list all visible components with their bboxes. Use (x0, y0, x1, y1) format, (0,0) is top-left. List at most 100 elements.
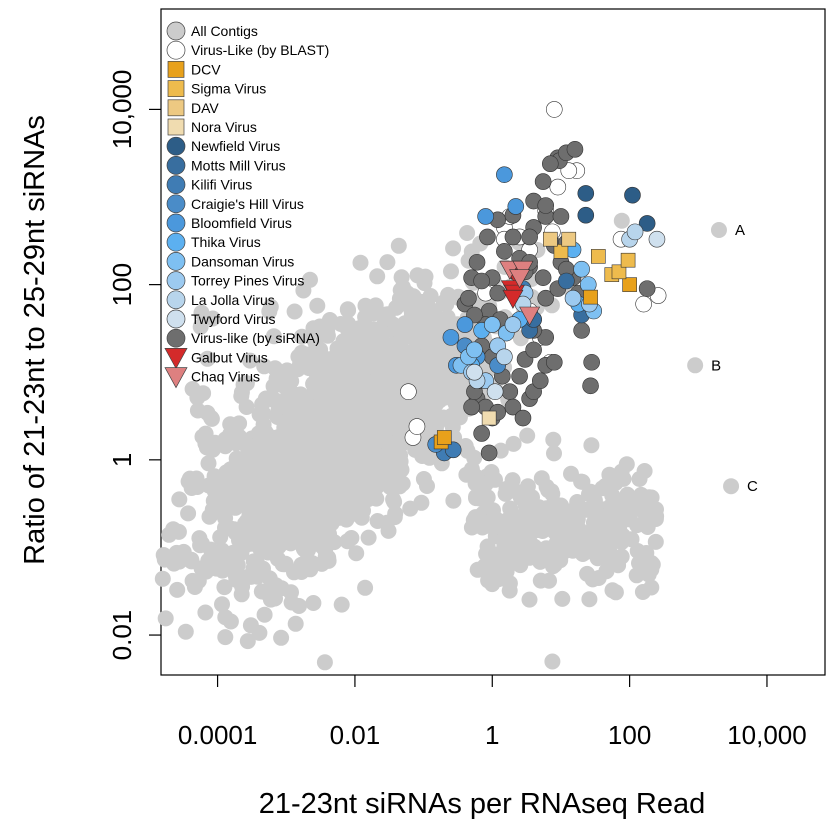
contig-point (459, 225, 476, 241)
legend-marker (166, 40, 186, 60)
contig-point (248, 554, 265, 571)
legend-marker (166, 290, 186, 310)
contig-point (233, 545, 250, 561)
annotations: A B C (687, 222, 758, 495)
contig-point (197, 604, 214, 621)
bloomfield-virus-point (507, 198, 525, 215)
legend-marker (166, 21, 186, 41)
annotated-contig-point (687, 357, 704, 374)
dcv-point (622, 277, 637, 292)
contig-point (228, 561, 245, 578)
contig-point (497, 485, 514, 502)
newfield-virus-point (638, 215, 656, 232)
contig-point (292, 409, 309, 426)
contig-point (265, 585, 282, 602)
legend-marker (166, 175, 186, 194)
contig-point (352, 254, 369, 271)
contig-point (269, 550, 286, 567)
legend-label: Nora Virus (191, 119, 257, 135)
contig-point (265, 328, 282, 345)
contig-point (313, 468, 329, 485)
dansoman-virus-point (483, 316, 501, 333)
contig-point (194, 535, 210, 552)
contig-point (394, 415, 411, 432)
virus-like-by-sirna-point (501, 383, 519, 400)
contig-point (259, 491, 275, 507)
contig-point (365, 405, 382, 422)
legend-label: Dansoman Virus (191, 253, 294, 269)
contig-point (339, 533, 356, 550)
contig-point (501, 519, 518, 536)
virus-like-by-sirna-point (566, 141, 584, 158)
legend-marker (166, 156, 186, 175)
torrey-pines-virus-point (504, 316, 522, 333)
contig-point (532, 572, 549, 589)
contig-point (330, 408, 347, 425)
virus-like-by-sirna-point (504, 398, 522, 416)
sigma-virus-point (553, 244, 569, 259)
virus-like-by-sirna-point (468, 253, 486, 271)
contig-point (350, 498, 367, 515)
y-axis-title: Ratio of 21-23nt to 25-29nt siRNAs (19, 115, 51, 565)
contig-point (250, 425, 267, 442)
contig-point (518, 536, 535, 553)
legend-label: DCV (191, 61, 221, 77)
contig-point (540, 482, 557, 499)
legend-label: Newfield Virus (191, 138, 280, 154)
contig-point (154, 570, 171, 587)
virus-like-by-sirna-point (531, 372, 549, 390)
legend-marker (167, 61, 185, 78)
contig-point (362, 472, 379, 489)
contig-point (217, 438, 234, 455)
virus-like-by-blast-point (635, 295, 652, 313)
contig-point (394, 475, 411, 492)
contig-point (357, 297, 374, 314)
legend-item: Twyford Virus (166, 309, 276, 329)
virus-like-by-sirna-point (504, 228, 522, 246)
legend-label: Motts Mill Virus (191, 157, 286, 173)
contig-point (563, 465, 579, 482)
x-tick-label: 100 (608, 720, 651, 750)
contig-point (261, 303, 278, 320)
contig-point (590, 570, 607, 586)
legend-label: Virus-Like (by BLAST) (191, 42, 329, 58)
contig-point (273, 491, 290, 508)
legend-item: Dansoman Virus (166, 252, 294, 271)
contig-point (216, 579, 233, 596)
contig-point (229, 494, 246, 511)
contig-point (623, 531, 640, 548)
contig-point (311, 397, 327, 414)
contig-point (369, 268, 386, 285)
contig-point (425, 317, 442, 334)
contig-point (445, 492, 462, 509)
legend-item: Motts Mill Virus (166, 156, 286, 175)
contig-point (419, 478, 435, 494)
virus-like-by-sirna-point (473, 272, 490, 290)
y-tick-label: 1 (107, 453, 137, 467)
x-tick-label: 0.01 (330, 720, 381, 750)
virus-like-by-sirna-point (537, 197, 555, 214)
contig-point (260, 441, 277, 458)
contig-point (402, 500, 419, 517)
legend-label: Thika Virus (191, 234, 261, 250)
contig-point (613, 548, 630, 565)
motts-mill-virus-point (558, 272, 575, 290)
contig-point (476, 492, 493, 509)
contig-point (183, 553, 200, 570)
contig-point (199, 350, 216, 367)
torrey-pines-virus-point (564, 289, 582, 307)
legend-label: Craigie's Hill Virus (191, 196, 304, 212)
virus-like-by-sirna-point (583, 353, 600, 371)
contig-point (554, 590, 571, 607)
contig-point (443, 263, 459, 280)
newfield-virus-point (624, 186, 641, 204)
contig-point (628, 567, 645, 584)
contig-point (352, 439, 369, 456)
contig-point (435, 294, 452, 311)
contig-point (243, 463, 260, 480)
contig-point (545, 431, 562, 448)
contig-point (504, 472, 521, 489)
legend-marker (166, 252, 186, 271)
virus-like-by-sirna-point (545, 353, 563, 371)
contig-point (214, 562, 231, 579)
